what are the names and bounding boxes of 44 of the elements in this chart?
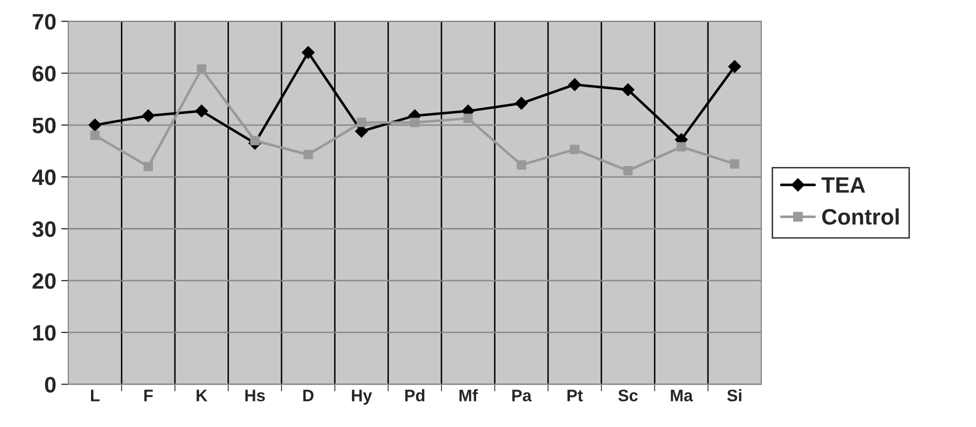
y-tick-label: 70 xyxy=(32,14,56,30)
x-tick-label: D xyxy=(303,390,314,402)
x-tick-label: Mf xyxy=(460,389,478,402)
point xyxy=(142,109,155,122)
x-tick-label: Si xyxy=(727,389,742,402)
point xyxy=(88,118,102,132)
y-tick-label: 10 xyxy=(33,324,56,341)
x-tick-label: L xyxy=(90,390,100,402)
x-tick-label: Hy xyxy=(352,390,372,405)
y-tick-label: 40 xyxy=(32,169,56,186)
point xyxy=(250,136,260,146)
y-tick-label: 0 xyxy=(45,376,56,393)
point xyxy=(195,104,208,118)
legend-label: TEA xyxy=(822,177,866,193)
point xyxy=(196,64,206,74)
x-tick-label: Pt xyxy=(567,390,583,402)
x-tick-label: Sc xyxy=(618,390,638,402)
y-tick-label: 20 xyxy=(32,273,56,289)
point xyxy=(622,83,634,96)
point xyxy=(302,46,315,59)
point xyxy=(463,114,473,123)
point xyxy=(304,150,313,160)
x-tick-label: F xyxy=(144,390,153,402)
legend-label: Control xyxy=(822,208,899,225)
x-tick-label: Hs xyxy=(245,390,265,402)
point xyxy=(728,60,742,73)
y-tick-label: 50 xyxy=(32,118,56,134)
y-tick-label: 60 xyxy=(32,66,56,82)
y-tick-label: 30 xyxy=(32,221,56,238)
point xyxy=(516,160,526,170)
x-tick-label: Ma xyxy=(670,390,694,402)
point xyxy=(623,166,633,176)
point xyxy=(410,118,420,128)
point xyxy=(570,144,580,154)
point xyxy=(144,162,153,172)
point xyxy=(90,130,100,140)
x-tick-label: Pd xyxy=(405,389,424,402)
point xyxy=(514,96,528,110)
x-tick-label: Pa xyxy=(512,390,532,402)
point xyxy=(356,118,366,128)
point xyxy=(676,142,686,152)
x-tick-label: K xyxy=(196,390,208,402)
point xyxy=(730,159,740,169)
point xyxy=(568,78,582,92)
